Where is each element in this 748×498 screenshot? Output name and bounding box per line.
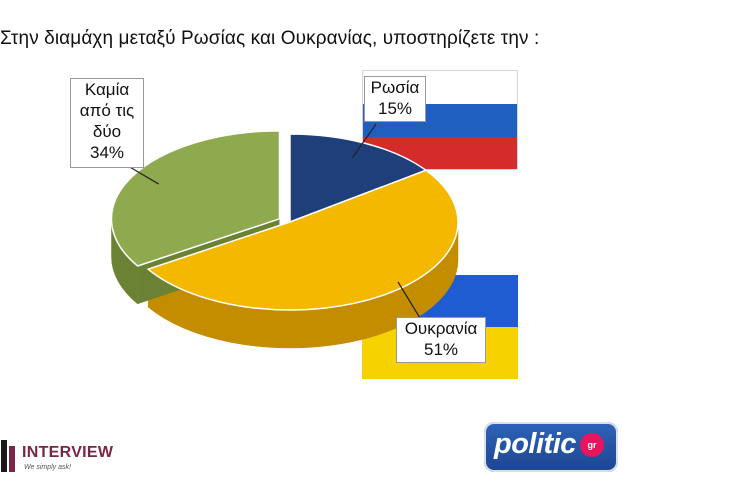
pie-slice-ukraine: [146, 169, 459, 311]
data-label-neither-name-3: δύο: [92, 122, 122, 141]
politic-logo-badge: gr: [580, 433, 604, 457]
data-label-neither-value: 34%: [89, 143, 125, 162]
pie-slice-russia: [289, 133, 428, 224]
interview-logo-name: INTERVIEW: [22, 444, 114, 461]
interview-logo-icon: INTERVIEW We simply ask!: [0, 438, 140, 478]
data-label-ukraine-value: 51%: [423, 340, 459, 359]
pie-tops: [110, 130, 459, 311]
data-label-ukraine-name: Ουκρανία: [404, 319, 478, 338]
politic-logo-word: politic: [494, 428, 576, 460]
interview-logo-tagline: We simply ask!: [24, 464, 71, 471]
pie-slice-neither: [110, 130, 281, 267]
data-label-neither-name-2: από τις: [79, 101, 135, 120]
leader-line-ukraine: [397, 281, 421, 319]
pie-leader-lines: [127, 123, 421, 319]
data-label-russia-value: 15%: [377, 99, 413, 118]
data-label-russia: Ρωσία 15%: [364, 76, 426, 122]
page-title: Στην διαμάχη μεταξύ Ρωσίας και Ουκρανίας…: [0, 28, 540, 49]
leader-line-neither: [127, 165, 160, 185]
politic-logo-icon: politic gr: [484, 422, 618, 472]
data-label-neither-name-1: Καμία: [84, 80, 130, 99]
data-label-ukraine: Ουκρανία 51%: [396, 317, 486, 363]
leader-line-russia: [352, 123, 377, 159]
data-label-neither: Καμία από τις δύο 34%: [70, 78, 144, 168]
data-label-russia-name: Ρωσία: [370, 78, 420, 97]
interview-mark-icon: [1, 440, 15, 472]
